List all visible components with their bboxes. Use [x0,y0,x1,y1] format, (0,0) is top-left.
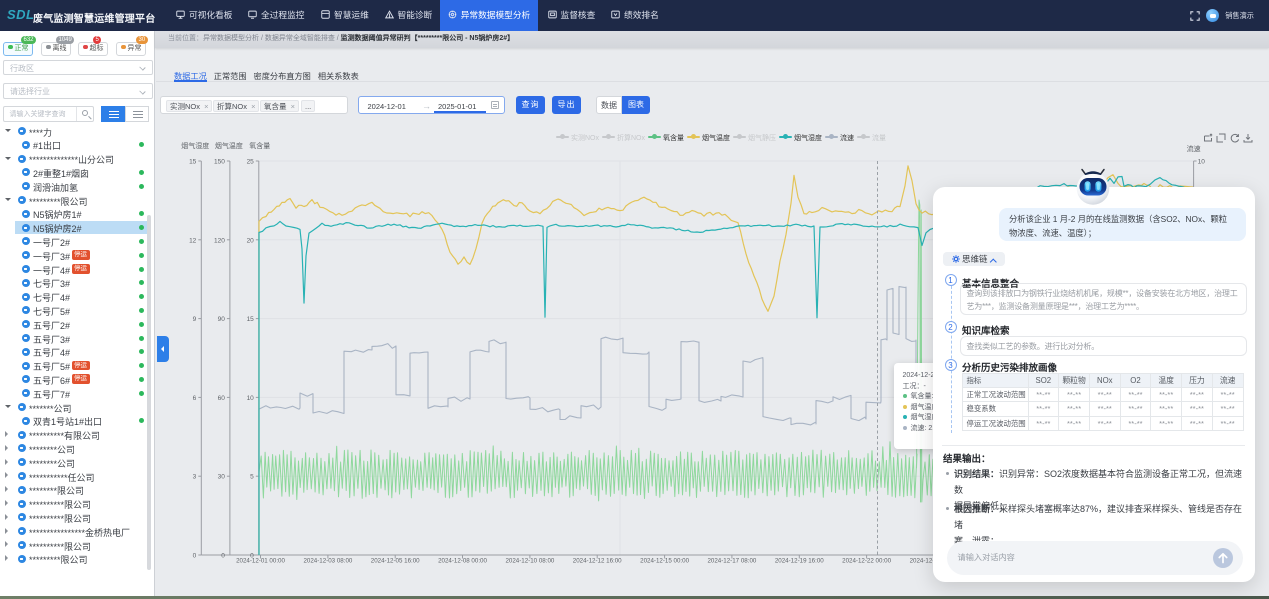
svg-text:120: 120 [214,237,225,244]
svg-text:2024-12-19 16:00: 2024-12-19 16:00 [775,558,824,565]
svg-text:30: 30 [218,474,226,481]
svg-text:9: 9 [193,316,197,323]
svg-text:0: 0 [221,553,225,560]
svg-text:60: 60 [218,395,226,402]
svg-text:2024-12-15 00:00: 2024-12-15 00:00 [640,558,689,565]
svg-text:25: 25 [247,159,255,166]
svg-text:烟气温度: 烟气温度 [215,141,243,150]
svg-text:10: 10 [247,395,255,402]
svg-text:0: 0 [193,553,197,560]
svg-text:2024-12-01 00:00: 2024-12-01 00:00 [236,558,285,565]
svg-text:10: 10 [1198,159,1206,166]
svg-text:烟气湿度: 烟气湿度 [181,141,209,150]
svg-text:12: 12 [189,237,197,244]
svg-text:15: 15 [189,159,197,166]
svg-text:150: 150 [214,159,225,166]
svg-text:20: 20 [247,237,255,244]
svg-text:氧含量: 氧含量 [249,141,270,150]
svg-text:90: 90 [218,316,226,323]
svg-text:2024-12-12 16:00: 2024-12-12 16:00 [573,558,622,565]
svg-text:5: 5 [250,474,254,481]
svg-text:15: 15 [247,316,255,323]
svg-text:3: 3 [193,474,197,481]
svg-text:2024-12-17 08:00: 2024-12-17 08:00 [707,558,756,565]
svg-text:2024-12-03 08:00: 2024-12-03 08:00 [303,558,352,565]
svg-text:6: 6 [193,395,197,402]
svg-text:2024-12-10 08:00: 2024-12-10 08:00 [505,558,554,565]
svg-text:2024-12-22 00:00: 2024-12-22 00:00 [842,558,891,565]
svg-text:0: 0 [250,553,254,560]
svg-text:流速: 流速 [1187,144,1201,153]
svg-text:2024-12-05 16:00: 2024-12-05 16:00 [371,558,420,565]
svg-text:2024-12-08 00:00: 2024-12-08 00:00 [438,558,487,565]
